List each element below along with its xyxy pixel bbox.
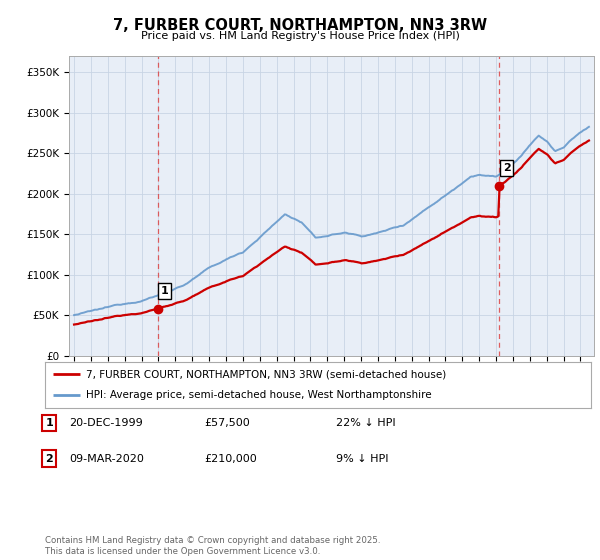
Text: 22% ↓ HPI: 22% ↓ HPI <box>336 418 395 428</box>
Text: £57,500: £57,500 <box>204 418 250 428</box>
Text: 1: 1 <box>46 418 53 428</box>
Text: HPI: Average price, semi-detached house, West Northamptonshire: HPI: Average price, semi-detached house,… <box>86 390 431 400</box>
Text: 7, FURBER COURT, NORTHAMPTON, NN3 3RW: 7, FURBER COURT, NORTHAMPTON, NN3 3RW <box>113 18 487 33</box>
Text: 2: 2 <box>46 454 53 464</box>
Text: Price paid vs. HM Land Registry's House Price Index (HPI): Price paid vs. HM Land Registry's House … <box>140 31 460 41</box>
Text: £210,000: £210,000 <box>204 454 257 464</box>
Text: 20-DEC-1999: 20-DEC-1999 <box>69 418 143 428</box>
Text: 2: 2 <box>503 163 511 172</box>
Text: 1: 1 <box>161 286 169 296</box>
Text: 09-MAR-2020: 09-MAR-2020 <box>69 454 144 464</box>
Text: Contains HM Land Registry data © Crown copyright and database right 2025.
This d: Contains HM Land Registry data © Crown c… <box>45 536 380 556</box>
Text: 7, FURBER COURT, NORTHAMPTON, NN3 3RW (semi-detached house): 7, FURBER COURT, NORTHAMPTON, NN3 3RW (s… <box>86 369 446 379</box>
Text: 9% ↓ HPI: 9% ↓ HPI <box>336 454 389 464</box>
